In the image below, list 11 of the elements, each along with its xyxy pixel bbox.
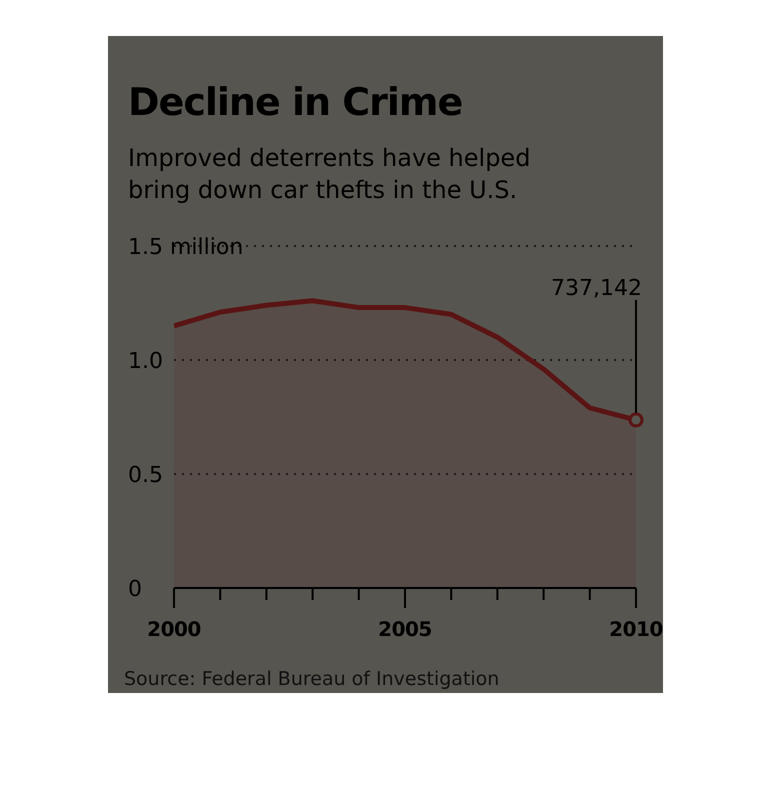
x-tick-label: 2000 [147, 617, 201, 641]
x-tick-label: 2010 [609, 617, 663, 641]
y-tick-label: 0 [128, 577, 142, 602]
y-tick-label: 0.5 [128, 463, 163, 488]
x-tick-label: 2005 [378, 617, 432, 641]
chart-title: Decline in Crime [128, 80, 462, 124]
chart-subtitle: Improved deterrents have helped bring down car thefts in the U.S. [128, 143, 532, 206]
source-note: Source: Federal Bureau of Investigation [124, 668, 500, 690]
annotation: 737,142 [551, 276, 642, 301]
y-tick-label: 1.0 [128, 349, 163, 374]
y-tick-label: 1.5 million [128, 235, 244, 260]
